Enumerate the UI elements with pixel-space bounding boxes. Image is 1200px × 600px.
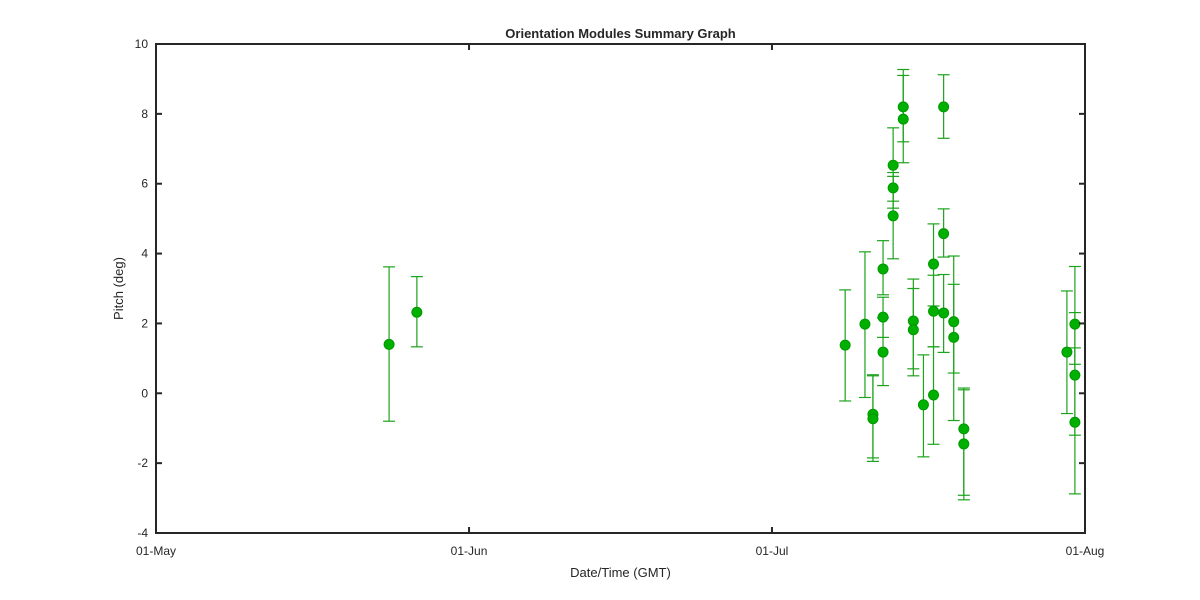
data-point <box>938 101 950 113</box>
data-point <box>928 305 940 317</box>
ticks-layer: -4 -2 0 2 4 6 8 10 01-May 01-Jun 01-Jul 01-Aug <box>135 37 1105 558</box>
y-tick-label: 6 <box>141 177 148 191</box>
markers-layer <box>383 101 1081 450</box>
plot-area <box>156 44 1085 533</box>
data-point <box>958 423 970 435</box>
y-tick-label: -4 <box>137 526 148 540</box>
data-point <box>928 389 940 401</box>
data-point <box>928 258 940 270</box>
y-axis-label: Pitch (deg) <box>111 257 126 320</box>
data-point <box>948 316 960 328</box>
data-point <box>877 346 889 358</box>
data-point <box>877 311 889 323</box>
data-point <box>859 318 871 330</box>
x-tick-label: 01-Jul <box>756 544 789 558</box>
data-point <box>1069 416 1081 428</box>
data-point <box>1069 369 1081 381</box>
y-tick-label: 0 <box>141 386 148 400</box>
data-point <box>887 210 899 222</box>
data-point <box>958 438 970 450</box>
x-tick-label: 01-Jun <box>451 544 488 558</box>
y-tick-label: -2 <box>137 456 148 470</box>
data-point <box>411 306 423 318</box>
errorbar <box>947 283 960 422</box>
y-tick-label: 2 <box>141 316 148 330</box>
data-point <box>887 159 899 171</box>
data-point <box>948 331 960 343</box>
chart-title: Orientation Modules Summary Graph <box>505 26 735 41</box>
x-tick-label: 01-May <box>136 544 176 558</box>
data-point <box>383 338 395 350</box>
y-tick-label: 8 <box>141 107 148 121</box>
data-point <box>907 324 919 336</box>
data-point <box>1061 346 1073 358</box>
x-tick-label: 01-Aug <box>1066 544 1105 558</box>
data-point <box>938 307 950 319</box>
y-tick-label: 10 <box>135 37 149 51</box>
data-point <box>1069 318 1081 330</box>
plot-frame <box>155 43 1086 534</box>
data-point <box>897 113 909 125</box>
data-point <box>839 339 851 351</box>
data-point <box>867 413 879 425</box>
y-tick-label: 4 <box>141 247 148 261</box>
data-point <box>887 182 899 194</box>
x-axis-label: Date/Time (GMT) <box>570 565 671 580</box>
data-point <box>917 399 929 411</box>
data-point <box>877 263 889 275</box>
data-point <box>938 228 950 240</box>
data-point <box>897 101 909 113</box>
